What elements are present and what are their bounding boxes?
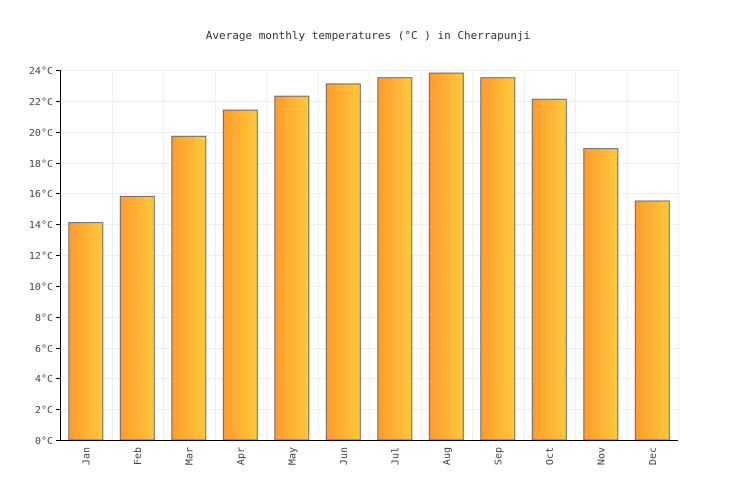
y-tick-label: 16°C — [29, 189, 53, 200]
bar-feb — [119, 195, 155, 441]
axes — [56, 70, 678, 441]
bar-apr — [222, 109, 258, 441]
y-tick-label: 0°C — [35, 436, 53, 447]
y-tick-label: 4°C — [35, 374, 53, 385]
bar-jul — [377, 77, 413, 441]
x-tick-label-oct: Oct — [545, 447, 556, 465]
y-tick-label: 22°C — [29, 97, 53, 108]
x-tick-label-apr: Apr — [236, 447, 247, 465]
x-tick-label-jun: Jun — [339, 447, 350, 465]
bar-aug — [428, 72, 464, 441]
chart-title: Average monthly temperatures (°C ) in Ch… — [206, 29, 531, 42]
y-tick-label: 24°C — [29, 66, 53, 77]
y-tick-label: 10°C — [29, 282, 53, 293]
x-tick-label-jul: Jul — [390, 447, 401, 465]
x-tick-label-nov: Nov — [596, 447, 607, 465]
bar-may — [274, 95, 310, 441]
y-tick-label: 12°C — [29, 251, 53, 262]
y-tick-label: 8°C — [35, 313, 53, 324]
y-tick-label: 6°C — [35, 344, 53, 355]
x-tick-label-feb: Feb — [133, 447, 144, 465]
x-tick-label-aug: Aug — [442, 447, 453, 465]
y-tick-label: 2°C — [35, 405, 53, 416]
x-tick-label-sep: Sep — [493, 447, 504, 465]
x-tick-label-may: May — [287, 447, 298, 465]
bar-jan — [68, 222, 104, 441]
y-tick-label: 18°C — [29, 159, 53, 170]
y-axis-tick-labels: 0°C 2°C 4°C 6°C 8°C 10°C 12°C 14°C 16°C 18°C 20°C 2… — [29, 66, 53, 447]
x-axis-tick-labels: Jan Feb Mar Apr May Jun Jul Aug Sep Oct Nov Dec — [81, 447, 659, 465]
x-tick-label-mar: Mar — [184, 447, 195, 465]
bar-sep — [480, 77, 516, 441]
x-tick-label-jan: Jan — [81, 447, 92, 465]
bars — [68, 72, 670, 441]
grid-lines — [60, 70, 679, 440]
y-tick-label: 20°C — [29, 128, 53, 139]
bar-oct — [531, 98, 567, 441]
bar-nov — [583, 148, 619, 441]
x-tick-label-dec: Dec — [648, 447, 659, 465]
y-tick-label: 14°C — [29, 220, 53, 231]
bar-dec — [634, 200, 670, 441]
bar-mar — [171, 135, 207, 441]
bar-jun — [325, 83, 361, 441]
